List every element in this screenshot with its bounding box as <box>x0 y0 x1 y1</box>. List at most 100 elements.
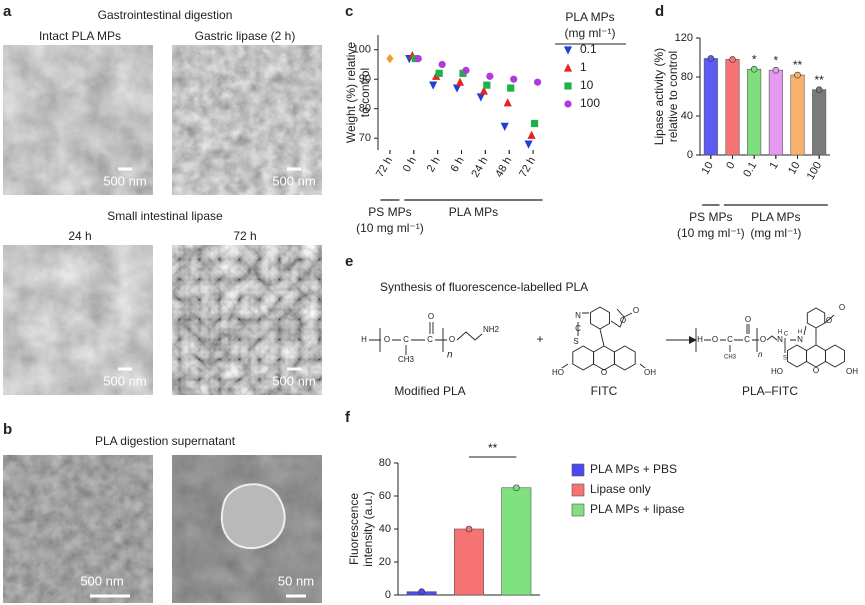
atom: S <box>783 356 787 362</box>
y-tick-label: 90 <box>359 73 371 85</box>
legend-title: PLA MPs <box>565 10 614 24</box>
x-tick-label: 0.1 <box>741 160 759 179</box>
y-tick-label: 0 <box>687 149 693 161</box>
bar-point <box>815 86 823 93</box>
atom: C <box>575 324 581 333</box>
y-tick-label: 70 <box>359 132 371 144</box>
point <box>429 81 438 90</box>
bar <box>768 69 783 156</box>
point <box>527 130 536 139</box>
group-label: PS MPs <box>689 210 732 224</box>
point <box>459 69 467 77</box>
image-title: 24 h <box>68 229 91 243</box>
ring <box>825 344 845 368</box>
y-axis-label: Fluorescence <box>347 493 361 565</box>
y-tick-label: 40 <box>379 523 391 535</box>
atom: H <box>361 335 367 344</box>
point <box>486 72 494 80</box>
atom: n <box>447 350 453 361</box>
panel-title: Synthesis of fluorescence-labelled PLA <box>380 280 588 294</box>
atom: O <box>839 303 845 312</box>
x-tick-label: 6 h <box>449 155 467 174</box>
atom: O <box>601 368 607 377</box>
legend-label: PLA MPs + PBS <box>590 462 677 476</box>
point <box>563 46 573 55</box>
atom: H <box>778 330 782 336</box>
point <box>524 140 533 149</box>
scale-label: 500 nm <box>103 373 146 388</box>
y-axis-label: to control <box>358 68 372 117</box>
panel-label: f <box>345 409 351 426</box>
panel-label: a <box>3 3 12 20</box>
atom: N <box>777 335 783 344</box>
x-tick-label: 10 <box>699 160 716 177</box>
bar-point <box>750 65 758 73</box>
compound-name: FITC <box>591 384 618 398</box>
point <box>530 119 539 128</box>
significance: * <box>752 52 757 66</box>
atom: OH <box>846 367 858 376</box>
bar-point <box>707 55 715 62</box>
group-label: (10 mg ml⁻¹) <box>677 226 745 240</box>
legend-label: 0.1 <box>580 42 597 56</box>
bond <box>599 328 605 347</box>
point <box>507 84 515 92</box>
atom: C <box>403 335 409 344</box>
point <box>510 75 518 83</box>
x-tick-label: 100 <box>805 160 825 182</box>
point <box>479 86 488 95</box>
panel-label: b <box>3 421 12 438</box>
y-tick-label: 80 <box>359 103 371 115</box>
significance: ** <box>814 73 824 87</box>
significance: ** <box>488 441 498 455</box>
point <box>414 54 422 63</box>
bar-point <box>465 525 473 533</box>
atom: O <box>813 366 819 375</box>
panel-subtitle: Small intestinal lipase <box>107 209 223 223</box>
particle <box>220 483 286 550</box>
y-tick-label: 0 <box>385 589 391 601</box>
x-tick-label: 72 h <box>517 155 538 180</box>
scale-label: 500 nm <box>80 573 123 588</box>
atom: H <box>697 335 703 344</box>
bar <box>790 74 805 156</box>
scale-label: 500 nm <box>272 373 315 388</box>
point <box>438 60 446 69</box>
scale-label: 500 nm <box>103 173 146 188</box>
structure-modified-pla: H O C C CH3 O n O NH2 <box>361 312 499 364</box>
atom: N <box>797 335 803 344</box>
atom: S <box>573 337 578 346</box>
ring <box>572 345 595 371</box>
group-label: (mg ml⁻¹) <box>750 226 801 240</box>
ring <box>787 344 807 368</box>
x-tick-label: 0 <box>724 160 737 171</box>
point <box>452 84 462 93</box>
group-label: PLA MPs <box>751 210 800 224</box>
atom: O <box>449 335 455 344</box>
atom: O <box>760 335 766 344</box>
atom: O <box>428 312 434 321</box>
bar-point <box>513 484 520 492</box>
group-label: (10 mg ml⁻¹) <box>356 221 424 235</box>
point <box>503 98 512 107</box>
x-tick-label: 10 <box>786 160 803 177</box>
point <box>564 82 572 90</box>
atom: O <box>633 306 639 315</box>
x-tick-label: 72 h <box>374 155 395 180</box>
image-title: 72 h <box>233 229 256 243</box>
point <box>563 63 573 72</box>
legend-swatch <box>571 483 585 497</box>
x-tick-label: 1 <box>767 160 780 171</box>
panel-label: d <box>655 3 664 20</box>
atom: O <box>745 315 751 324</box>
atom: H <box>798 330 802 336</box>
y-tick-label: 40 <box>681 110 693 122</box>
x-tick-label: 48 h <box>493 155 514 180</box>
bond <box>639 363 646 369</box>
atom: O <box>712 335 718 344</box>
ring <box>590 306 610 330</box>
structure-fitc: N C S O O HO OH O <box>552 306 656 377</box>
legend-label: 1 <box>580 60 587 74</box>
legend-title: (mg ml⁻¹) <box>565 26 616 40</box>
legend-label: 10 <box>580 78 594 92</box>
